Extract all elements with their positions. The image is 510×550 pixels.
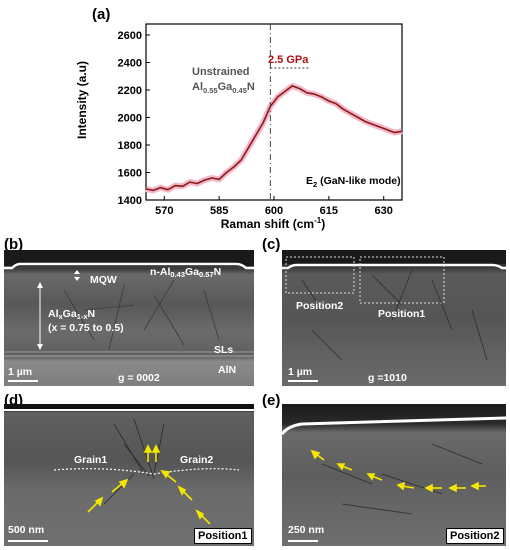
y-tick-label: 2600: [118, 30, 142, 42]
y-axis-label: Intensity (a.u): [75, 61, 89, 139]
position-tag-e: Position2: [446, 528, 504, 544]
x-axis-label: Raman shift (cm-1): [221, 216, 325, 231]
top-layer-label: n-Al0.43Ga0.57N: [150, 266, 222, 279]
x-tick-label: 615: [320, 205, 338, 217]
y-tick-label: 1400: [118, 195, 142, 207]
x-tick-label: 630: [375, 205, 393, 217]
panel-label-c: (c): [262, 236, 281, 253]
x-tick-label: 570: [155, 205, 173, 217]
g-vector-b: g = 0002: [118, 372, 160, 384]
y-tick-label: 2000: [118, 113, 142, 125]
y-tick-label: 2200: [118, 85, 142, 97]
grain1-label: Grain1: [74, 454, 108, 466]
mode-label: E2 (GaN-like mode): [306, 175, 401, 189]
position2-label: Position2: [296, 300, 344, 312]
scale-bar-c: [288, 380, 318, 382]
tem-panel-d: Grain1 Grain2 500 nm Position1: [4, 404, 254, 546]
tem-panel-b: MQW n-Al0.43Ga0.57N AlxGa1-xN (x = 0.75 …: [4, 250, 254, 386]
x-tick-label: 600: [265, 205, 283, 217]
aln-label: AlN: [218, 364, 237, 376]
position1-label: Position1: [378, 308, 426, 320]
scale-label-c: 1 µm: [288, 366, 313, 378]
tem-panel-c: Position2 Position1 1 µm g =1010: [282, 250, 506, 386]
series-line: [145, 85, 403, 192]
unstrained-label: Unstrained: [192, 66, 249, 78]
scale-label-b: 1 µm: [8, 366, 33, 378]
position-tag-d: Position1: [194, 528, 252, 544]
tem-panel-e: 250 nm Position2: [282, 404, 506, 546]
raman-chart: 570 585 600 615 630 1400 1600 1800 2000 2200 2400 2…: [75, 23, 403, 231]
y-tick-label: 1600: [118, 168, 142, 180]
scale-bar-e: [288, 540, 318, 542]
plot-frame: [145, 23, 403, 201]
panel-label-b: (b): [4, 236, 24, 253]
panel-label-e: (e): [262, 392, 281, 409]
x-tick-label: 585: [210, 205, 228, 217]
scale-label-e: 250 nm: [288, 524, 325, 536]
y-tick-label: 1800: [118, 140, 142, 152]
sls-label: SLs: [214, 344, 234, 356]
scale-bar-b: [8, 380, 38, 382]
grain2-label: Grain2: [180, 454, 214, 466]
shift-label: 2.5 GPa: [268, 54, 309, 66]
graded-range-label: (x = 0.75 to 0.5): [48, 322, 124, 334]
panel-label-a: (a): [92, 6, 111, 23]
unstrained-composition: Al0.55Ga0.45N: [192, 81, 255, 95]
graded-layer-label: AlxGa1-xN: [48, 308, 96, 321]
scale-bar-d: [8, 540, 48, 542]
g-vector-c: g =1010: [368, 372, 407, 384]
mqw-label: MQW: [90, 274, 117, 286]
scale-label-d: 500 nm: [8, 524, 45, 536]
y-tick-label: 2400: [118, 58, 142, 70]
